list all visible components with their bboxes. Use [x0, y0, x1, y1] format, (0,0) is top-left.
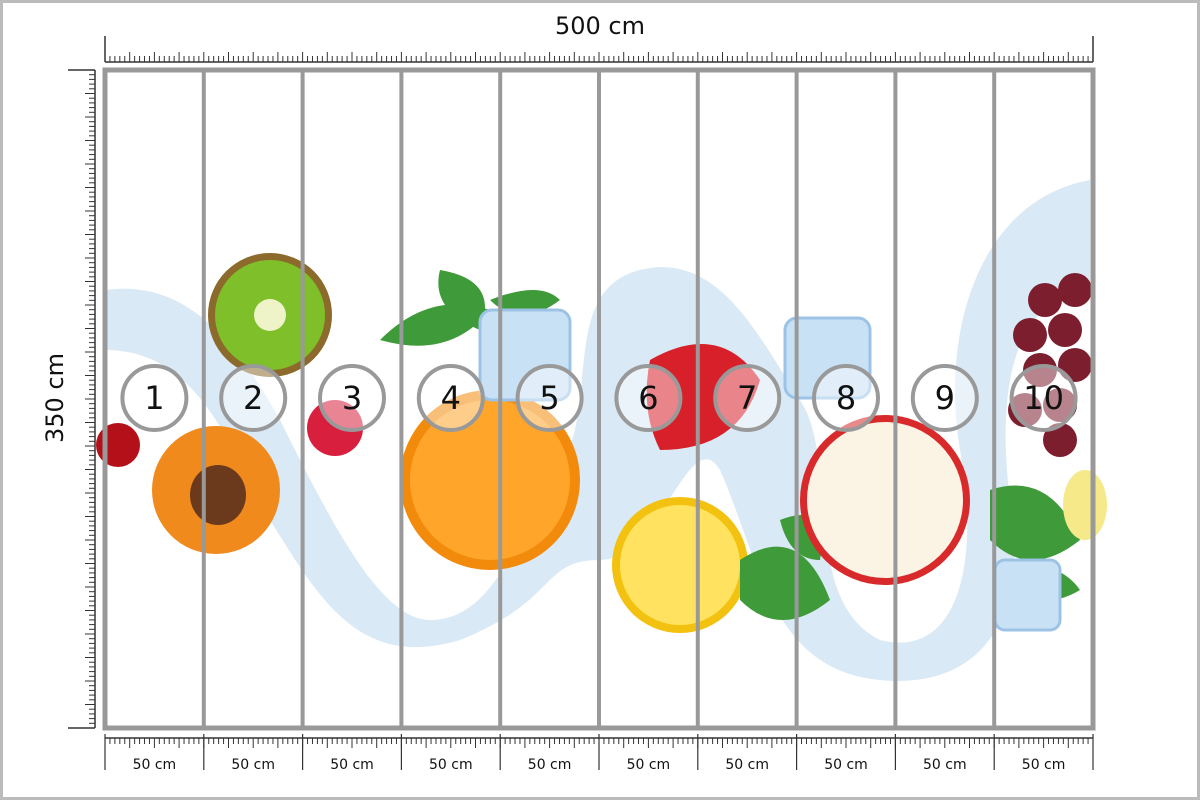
mint: [380, 270, 560, 346]
panel-number: 9: [935, 379, 955, 417]
panel-width: 50 cm: [725, 757, 769, 773]
apricot-stone: [190, 465, 246, 525]
panel-width: 50 cm: [528, 757, 572, 773]
panel-badge: [614, 364, 683, 432]
panel-width: 50 cm: [330, 757, 374, 773]
panel-number: 3: [342, 379, 362, 417]
orange-flesh: [410, 400, 570, 560]
panels: 1 50 cm 2 50 cm 3 50 cm 4 50 cm 5 50 cm 6 50 cm 7 50 …: [120, 70, 1078, 773]
pear: [1063, 470, 1107, 540]
panel-width: 50 cm: [923, 757, 967, 773]
width-label: 500 cm: [555, 12, 645, 40]
rulers: [68, 36, 1094, 770]
panel-badge: [1009, 364, 1078, 432]
panel-width: 50 cm: [231, 757, 275, 773]
height-label: 350 cm: [41, 353, 69, 443]
lemon-flesh: [620, 505, 740, 625]
panel-number: 8: [836, 379, 856, 417]
panel-badge: [120, 364, 189, 432]
kiwi-core: [254, 299, 286, 331]
ice-cube: [478, 308, 572, 402]
panel-badge: [515, 364, 584, 432]
raspberry: [307, 400, 363, 456]
panel-badge: [713, 364, 782, 432]
mint-2: [740, 515, 830, 620]
panel-width: 50 cm: [824, 757, 868, 773]
panel-number: 4: [441, 379, 461, 417]
panel-number: 5: [539, 379, 559, 417]
panel-number: 6: [638, 379, 658, 417]
ice-cube-2: [783, 316, 872, 400]
panel-badge: [318, 364, 386, 432]
panel-badge: [416, 364, 485, 432]
panel-badge: [219, 364, 288, 432]
panel-number: 2: [243, 379, 263, 417]
panel-number: 10: [1023, 379, 1064, 417]
panel-width: 50 cm: [1022, 757, 1066, 773]
panel-number: 1: [144, 379, 164, 417]
panel-width: 50 cm: [627, 757, 671, 773]
panel-number: 7: [737, 379, 757, 417]
ice-cube-3: [993, 558, 1062, 632]
panel-width: 50 cm: [133, 757, 177, 773]
panel-badge: [812, 364, 880, 432]
panel-badge: [910, 364, 979, 432]
panel-width: 50 cm: [429, 757, 473, 773]
apple-flesh: [807, 422, 963, 578]
